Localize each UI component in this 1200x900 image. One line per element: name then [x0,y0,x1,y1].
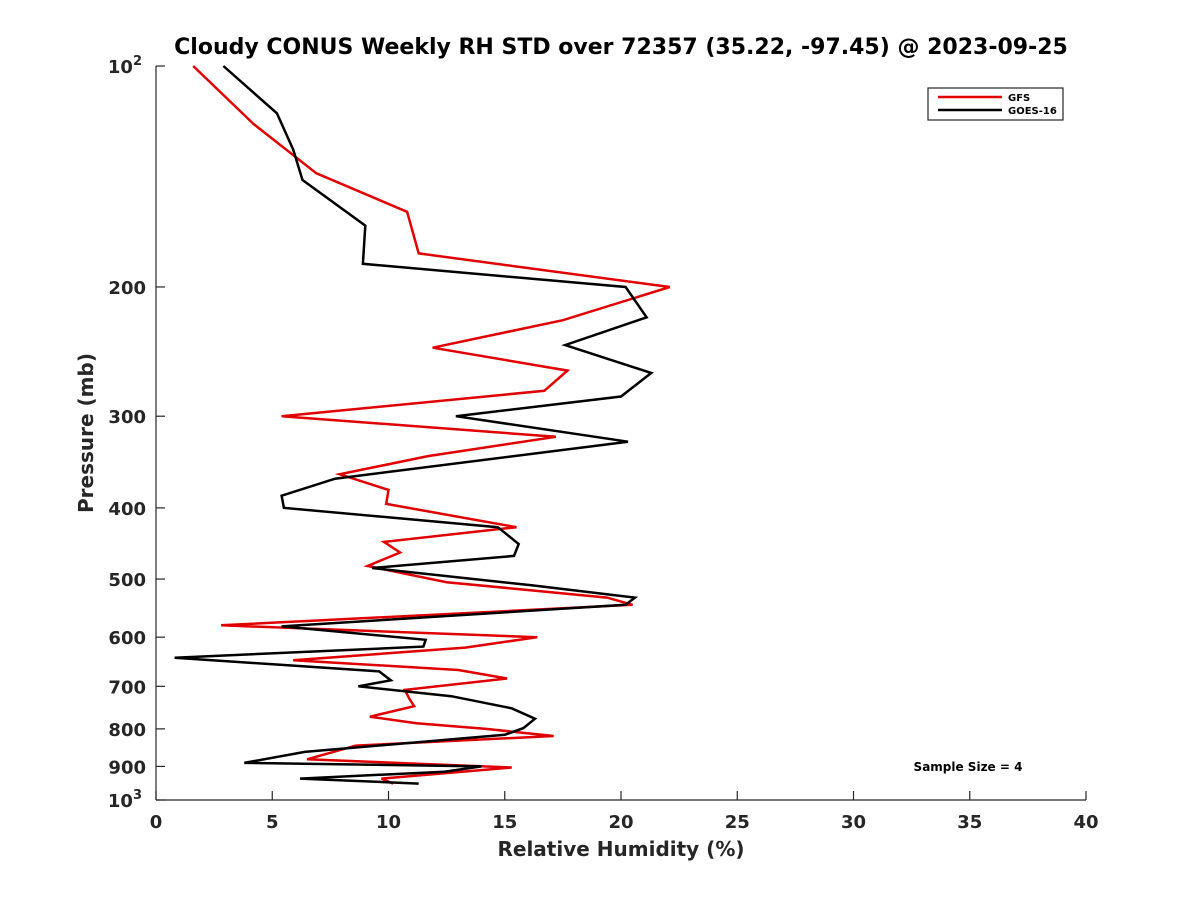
y-tick-label: 102 [108,54,142,78]
y-tick-label: 800 [108,720,146,741]
series-line-goes16 [174,65,654,785]
x-tick-label: 35 [957,812,982,833]
y-tick-label: 103 [108,788,142,812]
x-tick-label: 5 [266,812,279,833]
series-line-gfs [192,65,671,785]
legend: GFS GOES-16 [927,87,1064,121]
y-tick-label: 900 [108,757,146,778]
legend-box [927,87,1064,121]
x-tick-label: 25 [725,812,750,833]
y-tick-label: 500 [108,570,146,591]
chart-title: Cloudy CONUS Weekly RH STD over 72357 (3… [174,35,1068,60]
y-axis-label: Pressure (mb) [74,353,98,513]
x-tick-label: 0 [150,812,163,833]
x-tick-label: 15 [492,812,517,833]
legend-label-gfs: GFS [1008,93,1030,104]
y-tick-label: 400 [108,499,146,520]
x-axis-label: Relative Humidity (%) [497,837,744,861]
plot-area [155,66,1086,801]
sample-size-annotation: Sample Size = 4 [914,760,1023,774]
x-tick-label: 30 [841,812,866,833]
y-tick-label: 200 [108,278,146,299]
series-lines [174,65,671,785]
x-tick-label: 10 [376,812,401,833]
y-ticks: 102 200 300 400 500 600 700 800 900 103 [108,54,165,812]
legend-label-goes16: GOES-16 [1008,106,1057,117]
y-tick-label: 600 [108,628,146,649]
x-tick-label: 40 [1073,812,1098,833]
x-ticks: 0 5 10 15 20 25 30 35 40 [150,791,1099,833]
y-tick-label: 700 [108,677,146,698]
y-tick-label: 300 [108,407,146,428]
x-tick-label: 20 [608,812,633,833]
